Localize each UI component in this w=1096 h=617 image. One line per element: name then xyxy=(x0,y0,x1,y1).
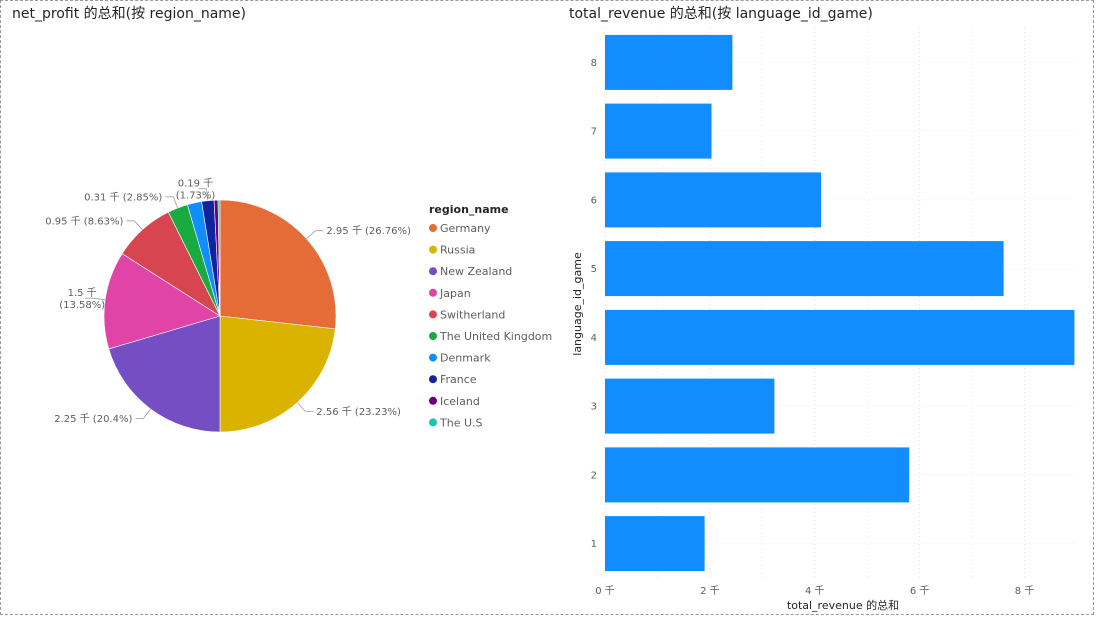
bar-visual[interactable]: total_revenue 的总和(按 language_id_game) 8 7… xyxy=(569,6,1077,612)
legend-item-japan[interactable]: Japan xyxy=(439,287,471,300)
pie-chart-title: net_profit 的总和(按 region_name) xyxy=(12,6,246,22)
y-tick-label: 2 xyxy=(591,470,597,481)
legend-swatch xyxy=(429,418,437,427)
pie-leader-line xyxy=(126,220,143,231)
y-tick-label: 6 xyxy=(591,195,597,206)
pie-data-label: (1.73%) xyxy=(176,191,216,202)
pie-data-label: 1.5 千 xyxy=(68,287,97,299)
x-tick-label: 4 千 xyxy=(805,585,825,597)
bar-language-8[interactable] xyxy=(605,34,733,90)
x-axis-ticks: 0 千 2 千 4 千 6 千 8 千 xyxy=(595,585,1034,597)
y-tick-label: 5 xyxy=(591,264,597,275)
pie-slices xyxy=(103,199,337,433)
y-tick-label: 8 xyxy=(591,58,597,69)
pie-data-label: 0.31 千 (2.85%) xyxy=(84,191,162,203)
pie-data-label: 2.95 千 (26.76%) xyxy=(326,225,411,237)
bar-language-7[interactable] xyxy=(605,103,712,159)
pie-data-labels: 2.95 千 (26.76%) 2.56 千 (23.23%) 2.25 千 (20… xyxy=(45,178,411,425)
pie-leader-line xyxy=(165,196,179,209)
legend-item-the-united-kingdom[interactable]: The United Kingdom xyxy=(439,330,552,343)
legend-swatch xyxy=(429,332,437,340)
legend-item-france[interactable]: France xyxy=(440,373,477,386)
legend-item-denmark[interactable]: Denmark xyxy=(440,352,491,365)
legend-item-germany[interactable]: Germany xyxy=(440,222,491,235)
pie-slice-the-u-s[interactable] xyxy=(217,199,221,317)
pie-data-label: 2.25 千 (20.4%) xyxy=(54,413,132,425)
pie-data-label: (13.58%) xyxy=(59,300,105,311)
y-tick-label: 3 xyxy=(591,402,597,413)
x-tick-label: 2 千 xyxy=(700,585,720,597)
x-tick-label: 8 千 xyxy=(1015,585,1035,597)
y-axis-ticks: 8 7 6 5 4 3 2 1 xyxy=(591,58,597,550)
y-tick-label: 1 xyxy=(591,539,597,550)
bar-language-5[interactable] xyxy=(605,241,1004,297)
legend-swatch xyxy=(429,396,437,405)
pie-slice-germany[interactable] xyxy=(219,199,337,330)
legend-swatch xyxy=(429,353,437,362)
legend-item-the-u-s[interactable]: The U.S xyxy=(439,416,483,429)
bar-language-6[interactable] xyxy=(605,172,822,228)
pie-slice-japan[interactable] xyxy=(103,253,221,350)
pie-slice-russia[interactable] xyxy=(219,315,336,433)
bar-series xyxy=(605,34,1075,572)
bar-language-4[interactable] xyxy=(605,309,1075,365)
pie-leader-line xyxy=(198,188,209,201)
legend-item-new-zealand[interactable]: New Zealand xyxy=(440,265,512,278)
bar-chart-title: total_revenue 的总和(按 language_id_game) xyxy=(569,6,873,22)
legend-swatch xyxy=(429,224,437,232)
x-axis-title: total_revenue 的总和 xyxy=(787,598,899,612)
legend-swatch xyxy=(429,267,437,276)
pie-data-label: 0.95 千 (8.63%) xyxy=(45,215,123,227)
pie-legend: region_name Germany Russia New Zealand Japa… xyxy=(429,203,552,429)
legend-swatch xyxy=(429,310,437,319)
legend-swatch xyxy=(429,288,437,297)
x-tick-label: 6 千 xyxy=(910,585,930,597)
pie-data-label: 0.19 千 xyxy=(178,178,213,190)
pie-slice-new-zealand[interactable] xyxy=(108,315,221,433)
legend-item-russia[interactable]: Russia xyxy=(440,244,475,257)
legend-title: region_name xyxy=(429,203,509,216)
legend-swatch xyxy=(429,375,437,384)
pie-data-label: 2.56 千 (23.23%) xyxy=(316,406,401,418)
y-tick-label: 4 xyxy=(591,333,597,344)
x-tick-label: 0 千 xyxy=(595,585,615,597)
pie-leader-line xyxy=(297,402,314,412)
pie-visual[interactable]: net_profit 的总和(按 region_name) 2.95 千 (26… xyxy=(12,6,552,433)
pie-leader-line xyxy=(135,408,151,420)
bar-language-2[interactable] xyxy=(605,447,910,503)
y-axis-title: language_id_game xyxy=(571,252,584,356)
legend-item-switherland[interactable]: Switherland xyxy=(440,308,505,321)
pie-leader-line xyxy=(85,297,106,301)
bar-language-1[interactable] xyxy=(605,516,705,572)
pie-leader-line xyxy=(306,230,324,239)
bar-language-3[interactable] xyxy=(605,378,775,434)
legend-item-iceland[interactable]: Iceland xyxy=(440,395,480,408)
legend-swatch xyxy=(429,245,437,254)
y-tick-label: 7 xyxy=(591,127,597,138)
